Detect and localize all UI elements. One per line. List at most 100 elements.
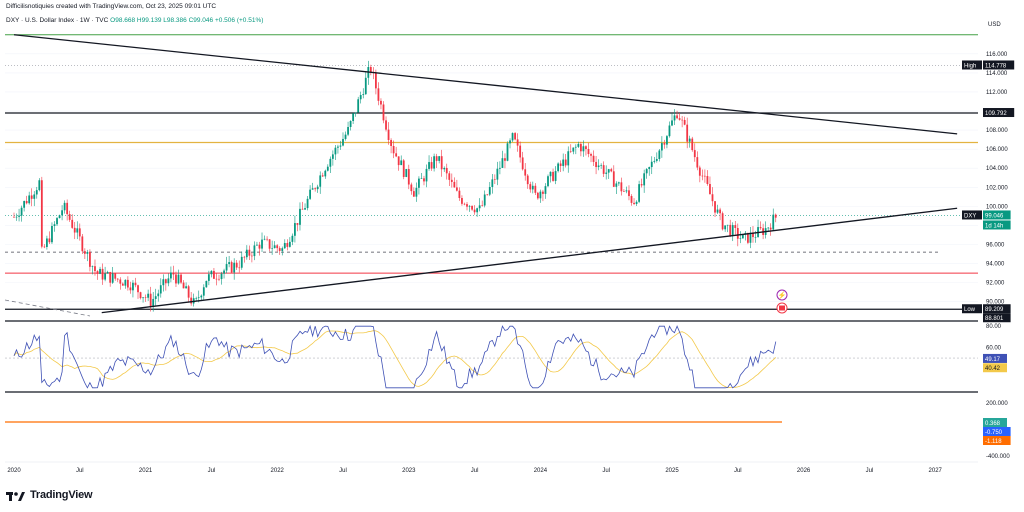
candle-body [377,88,380,101]
candle-body [152,298,155,307]
candle-body [116,278,119,280]
dashed-decline-line [4,299,91,317]
candle-body [605,172,608,174]
candle-body [749,232,752,243]
candle-body [549,171,552,177]
candle-body [547,176,549,187]
candle-body [557,163,560,172]
price-tick-label: 102.000 [986,185,1008,191]
candle-body [205,280,208,288]
candle-body [726,224,729,226]
candle-body [759,227,762,229]
candle-body [13,216,15,218]
candle-body [94,266,96,272]
candle-body [392,146,395,154]
candle-body [473,209,476,213]
currency-label: USD [988,22,1001,28]
candle-body [83,251,86,254]
candle-body [415,187,418,197]
candle-body [450,179,453,182]
time-tick-label: 2026 [797,468,811,474]
chart-credit: Difficilisnotiquies created with Trading… [6,3,217,10]
candle-body [754,237,757,238]
candle-body [114,273,117,279]
candle-body [395,153,398,157]
candle-body [25,201,28,204]
trendline-descending [13,34,958,135]
candle-body [582,146,585,152]
event-markers[interactable]: ⚡ [776,289,788,314]
candles [13,60,777,312]
high-price-badge: 114.778 [985,63,1007,69]
candle-body [175,274,177,284]
candle-body [63,202,66,211]
candle-body [129,287,132,291]
low-price-badge-2: 88.801 [985,316,1004,322]
candle-body [58,215,61,219]
candle-body [734,225,737,229]
candle-body [602,165,605,174]
candle-body [478,205,481,209]
candle-body [228,262,231,265]
candle-body [514,133,516,140]
candle-body [774,214,777,218]
candle-body [433,156,436,169]
candle-body [230,262,233,273]
candle-body [400,160,403,166]
candle-body [238,267,241,269]
candle-body [331,154,334,159]
candle-body [577,143,580,147]
hist-badge-1-bg [983,418,1007,427]
time-tick-label: 2024 [534,468,548,474]
candle-body [574,146,577,148]
trendlines [4,34,958,317]
candle-body [101,268,104,280]
rsi-ma-value-badge: 40.42 [985,366,1001,372]
candle-body [271,248,274,249]
candle-body [716,209,719,213]
price-tick-label: 96.000 [986,243,1005,249]
candle-body [688,138,691,142]
candle-body [99,268,101,274]
candle-body [506,143,509,161]
candle-body [455,187,458,191]
candle-body [440,156,443,170]
candle-body [486,194,489,196]
candle-body [200,295,203,298]
candle-body [124,279,127,286]
candle-body [268,239,271,249]
candle-body [375,72,377,89]
candle-body [210,270,213,275]
candle-body [40,180,43,247]
candle-body [630,196,633,203]
low-label-bg [962,304,982,314]
candle-body [390,140,392,147]
lightning-event-icon[interactable] [776,289,788,301]
candle-body [369,67,372,73]
candle-body [380,100,382,105]
candle-body [407,169,410,185]
candle-body [612,171,615,187]
candle-body [248,249,251,256]
candle-body [385,120,387,130]
time-tick-label: 2027 [929,468,943,474]
symbol-name[interactable]: DXY · U.S. Dollar Index · 1W · TVC [6,17,109,24]
candle-body [311,188,314,190]
candle-body [162,279,165,286]
time-tick-label: Jul [76,468,84,474]
candle-body [585,146,587,150]
candle-body [660,143,663,151]
candle-body [344,134,347,139]
candle-body [266,238,268,240]
candle-body [673,115,676,121]
resistance-price-badge-bg [983,108,1015,118]
candle-body [526,175,529,185]
candle-body [483,194,486,206]
candle-body [676,115,678,119]
candle-body [157,293,160,297]
candle-body [402,160,405,177]
tv-logo-icon [6,491,25,501]
candle-body [61,210,63,216]
time-tick-label: Jul [866,468,874,474]
